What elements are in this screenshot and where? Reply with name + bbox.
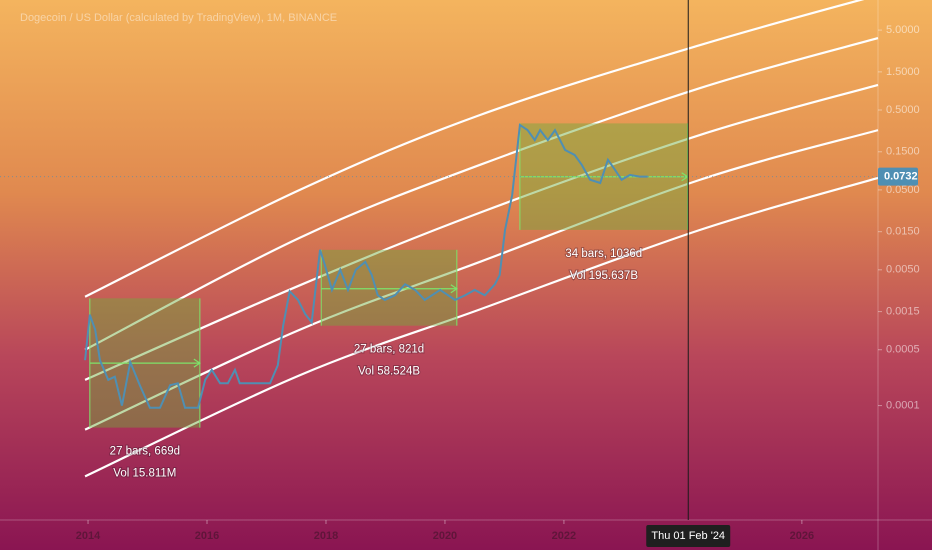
y-tick-label: 0.0005	[886, 344, 920, 356]
range-arrow-head	[450, 284, 458, 294]
range-volume: Vol 15.811M	[113, 468, 176, 480]
y-tick-label: 0.0050	[886, 264, 920, 276]
y-tick-label: 0.0500	[886, 184, 920, 196]
y-tick-label: 0.0015	[886, 306, 920, 318]
y-tick-label: 5.0000	[886, 24, 920, 36]
y-tick-label: 0.0150	[886, 226, 920, 238]
regression-band	[84, 129, 879, 431]
crosshair-label: Thu 01 Feb '24	[651, 530, 725, 542]
y-tick-label: 1.5000	[886, 66, 920, 78]
crosshair-tag	[646, 525, 731, 547]
x-tick-label: 2018	[314, 530, 338, 542]
last-price-label: 0.0732	[884, 171, 918, 183]
range-label: 27 bars, 821d	[354, 344, 424, 356]
range-volume: Vol 195.637B	[570, 270, 639, 282]
range-arrow-head	[193, 358, 201, 368]
y-tick-label: 0.1500	[886, 146, 920, 158]
regression-band	[84, 176, 879, 478]
range-volume: Vol 58.524B	[358, 366, 420, 378]
x-tick-label: 2014	[76, 530, 101, 542]
y-tick-label: 0.0001	[886, 399, 920, 411]
x-tick-label: 2020	[433, 530, 457, 542]
regression-band	[84, 83, 879, 381]
x-tick-label: 2016	[195, 530, 219, 542]
y-tick-label: 0.5000	[886, 104, 920, 116]
range-arrow-head	[681, 172, 689, 182]
x-tick-label: 2026	[790, 530, 814, 542]
range-label: 34 bars, 1036d	[565, 248, 642, 260]
regression-band	[84, 0, 865, 298]
regression-band	[84, 37, 879, 351]
plot	[0, 0, 879, 478]
price-line	[84, 123, 648, 409]
last-price-tag	[878, 167, 918, 186]
x-tick-label: 2022	[552, 530, 576, 542]
range-box	[321, 249, 457, 326]
chart-title: Dogecoin / US Dollar (calculated by Trad…	[20, 12, 337, 24]
range-label: 27 bars, 669d	[110, 446, 180, 458]
